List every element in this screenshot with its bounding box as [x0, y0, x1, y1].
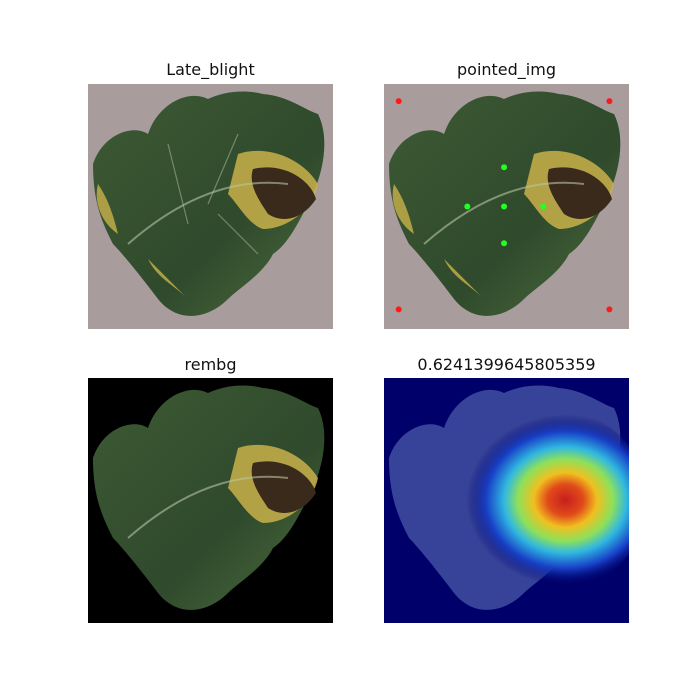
corner-point-marker	[395, 306, 402, 313]
prompt-point-marker	[540, 203, 547, 210]
pointed-leaf-image	[384, 84, 629, 329]
panel-title-points: pointed_img	[457, 60, 556, 79]
prompt-point-marker	[501, 203, 508, 210]
heatmap-image	[384, 378, 629, 623]
prompt-point-marker	[464, 203, 471, 210]
panel-title-original: Late_blight	[166, 60, 255, 79]
prompt-point-marker	[501, 240, 508, 247]
corner-point-marker	[606, 306, 613, 313]
corner-point-marker	[395, 98, 402, 105]
rembg-leaf-image	[88, 378, 333, 623]
panel-title-rembg: rembg	[184, 355, 237, 374]
original-leaf-image	[88, 84, 333, 329]
corner-point-marker	[606, 98, 613, 105]
panel-title-score: 0.6241399645805359	[417, 355, 596, 374]
prompt-point-marker	[501, 164, 508, 171]
